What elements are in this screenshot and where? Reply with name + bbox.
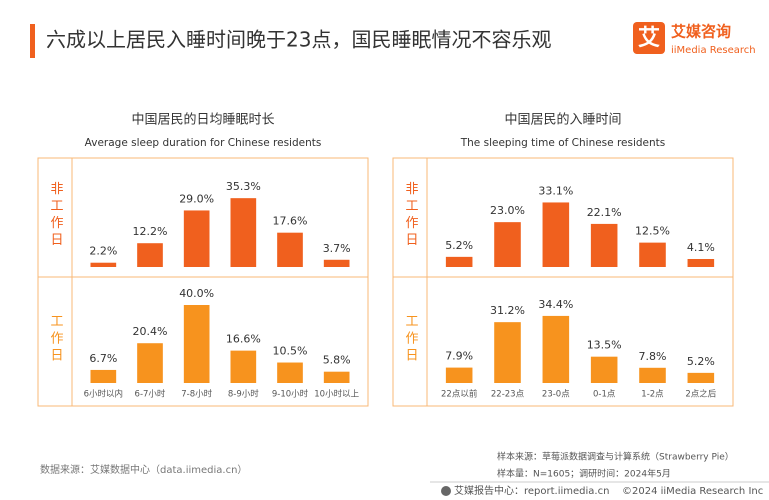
data-source: 数据来源：艾媒数据中心（data.iimedia.cn） (40, 463, 247, 476)
bar (230, 350, 257, 383)
bar (137, 243, 163, 267)
chart-title: 中国居民的入睡时间 (504, 112, 621, 128)
x-tick-label: 8-9小时 (228, 389, 259, 400)
value-label: 6.7% (89, 352, 117, 365)
bar (639, 367, 666, 383)
x-tick-label: 2点之后 (685, 389, 716, 400)
value-label: 34.4% (538, 298, 573, 311)
bar (230, 198, 257, 267)
bar (90, 262, 117, 267)
footer-icon (441, 486, 451, 496)
bar (590, 223, 618, 267)
row-label: 工作日 (48, 314, 64, 365)
x-tick-label: 1-2点 (641, 390, 664, 400)
row-label: 非工作日 (403, 182, 419, 250)
value-label: 10.5% (273, 345, 308, 358)
bar (137, 343, 163, 383)
copyright: ©2024 iiMedia Research Inc (622, 486, 763, 497)
x-tick-label: 6-7小时 (135, 389, 166, 400)
x-tick-label: 22-23点 (491, 390, 525, 400)
logo-sub: iiMedia Research (671, 45, 756, 56)
bar (183, 305, 210, 383)
x-tick-label: 9-10小时 (272, 389, 309, 400)
bar (445, 367, 473, 383)
value-label: 33.1% (538, 184, 573, 197)
value-label: 12.5% (635, 225, 670, 238)
title-accent (30, 24, 35, 58)
value-label: 31.2% (490, 304, 525, 317)
bar (542, 315, 570, 383)
bar (445, 256, 473, 267)
x-tick-label: 7-8小时 (181, 389, 212, 400)
bar (687, 372, 715, 383)
value-label: 35.3% (226, 180, 261, 193)
bar (277, 232, 303, 267)
chart-subtitle: The sleeping time of Chinese residents (460, 137, 666, 149)
logo-box (633, 22, 665, 54)
bar (542, 202, 570, 267)
value-label: 3.7% (323, 242, 351, 255)
bar (323, 259, 350, 267)
value-label: 5.8% (323, 354, 351, 367)
chart-title: 中国居民的日均睡眠时长 (131, 112, 274, 128)
row-label: 工作日 (403, 314, 419, 365)
value-label: 5.2% (687, 355, 715, 368)
value-label: 16.6% (226, 333, 261, 346)
value-label: 20.4% (133, 325, 168, 338)
bar (183, 210, 210, 267)
value-label: 5.2% (445, 239, 473, 252)
page-title: 六成以上居民入睡时间晚于23点，国民睡眠情况不容乐观 (46, 28, 551, 52)
x-tick-label: 23-0点 (542, 390, 570, 400)
row-label: 非工作日 (48, 182, 64, 250)
bar (494, 322, 521, 383)
logo-icon: 艾 (638, 26, 660, 51)
value-label: 40.0% (179, 287, 214, 300)
value-label: 13.5% (587, 339, 622, 352)
bar (494, 222, 521, 267)
sample-info: 样本量：N=1605；调研时间：2024年5月 (497, 468, 671, 480)
x-tick-label: 22点以前 (441, 389, 478, 400)
value-label: 4.1% (687, 241, 715, 254)
value-label: 29.0% (179, 192, 214, 205)
chart-frame (37, 157, 369, 407)
value-label: 23.0% (490, 204, 525, 217)
bar (639, 242, 666, 267)
value-label: 17.6% (273, 215, 308, 228)
chart-frame (392, 157, 734, 407)
bar (590, 356, 618, 383)
bar (90, 369, 117, 383)
x-tick-label: 10小时以上 (314, 389, 359, 400)
logo-name: 艾媒咨询 (671, 23, 731, 41)
chart-subtitle: Average sleep duration for Chinese resid… (85, 137, 322, 149)
bar (323, 371, 350, 383)
value-label: 22.1% (587, 206, 622, 219)
x-tick-label: 6小时以内 (84, 389, 123, 400)
x-tick-label: 0-1点 (593, 390, 616, 400)
value-label: 2.2% (89, 245, 117, 258)
value-label: 7.9% (445, 350, 473, 363)
report-center: 艾媒报告中心：report.iimedia.cn (454, 484, 609, 497)
bar (687, 259, 715, 267)
sample-source: 样本来源：草莓派数据调查与计算系统（Strawberry Pie） (497, 451, 734, 463)
value-label: 7.8% (639, 350, 667, 363)
value-label: 12.2% (133, 225, 168, 238)
bar (277, 362, 303, 383)
